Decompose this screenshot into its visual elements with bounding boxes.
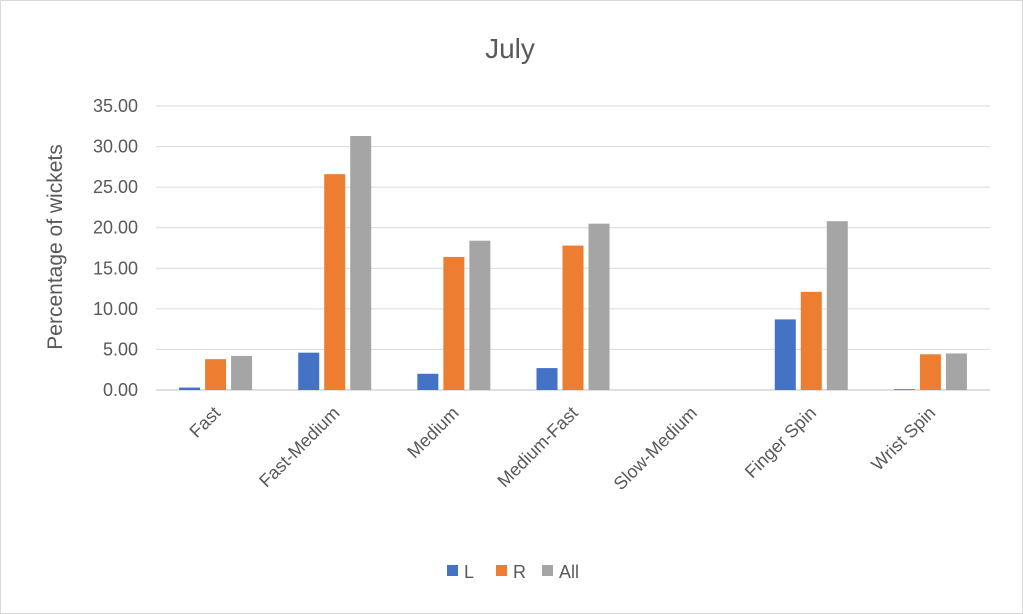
bar-all-medium xyxy=(469,240,491,390)
bar-l-fast xyxy=(179,387,201,390)
legend-item-r: R xyxy=(496,562,526,582)
bar-all-finger-spin xyxy=(826,221,848,390)
y-tick-label: 25.00 xyxy=(93,177,138,197)
legend-swatch xyxy=(496,565,507,576)
y-tick-label: 0.00 xyxy=(103,380,138,400)
legend: L R All xyxy=(447,562,579,582)
x-tick-label: Fast-Medium xyxy=(255,403,343,491)
x-tick-label: Wrist Spin xyxy=(867,403,939,475)
legend-label: L xyxy=(464,562,474,582)
y-tick-label: 20.00 xyxy=(93,218,138,238)
bar-l-wrist-spin xyxy=(893,389,915,390)
y-tick-label: 30.00 xyxy=(93,137,138,157)
y-tick-label: 15.00 xyxy=(93,258,138,278)
bar-l-medium-fast xyxy=(536,368,558,390)
bar-l-finger-spin xyxy=(774,319,796,390)
x-tick-label: Slow-Medium xyxy=(610,403,701,494)
x-tick-label: Finger Spin xyxy=(741,403,820,482)
x-tick-label: Medium-Fast xyxy=(493,403,581,491)
legend-swatch xyxy=(447,565,458,576)
y-tick-labels: 0.00 5.00 10.00 15.00 20.00 25.00 30.00 35.00 xyxy=(93,96,138,400)
legend-item-l: L xyxy=(447,562,474,582)
bar-r-fast-medium xyxy=(324,174,346,390)
x-tick-label: Medium xyxy=(403,403,462,462)
legend-item-all: All xyxy=(542,562,579,582)
bar-r-wrist-spin xyxy=(919,354,941,390)
y-axis-label: Percentage of wickets xyxy=(44,144,67,349)
y-tick-label: 5.00 xyxy=(103,339,138,359)
x-tick-labels: Fast Fast-Medium Medium Medium-Fast Slow-Med… xyxy=(185,403,939,494)
y-tick-label: 10.00 xyxy=(93,299,138,319)
x-tick-label: Fast xyxy=(185,403,224,442)
bar-r-medium xyxy=(443,256,465,390)
bar-all-fast-medium xyxy=(350,136,372,390)
bar-l-fast-medium xyxy=(298,352,320,390)
bar-all-fast xyxy=(231,355,253,390)
chart-title: July xyxy=(485,33,535,64)
gridlines xyxy=(156,105,990,391)
legend-label: R xyxy=(513,562,526,582)
bar-r-finger-spin xyxy=(800,291,822,390)
y-tick-label: 35.00 xyxy=(93,96,138,116)
bar-all-medium-fast xyxy=(588,223,610,390)
bars xyxy=(179,136,967,390)
bar-r-fast xyxy=(205,359,227,390)
legend-label: All xyxy=(559,562,579,582)
bar-all-wrist-spin xyxy=(945,353,967,390)
legend-swatch xyxy=(542,565,553,576)
bar-r-medium-fast xyxy=(562,245,584,390)
bar-l-medium xyxy=(417,373,439,390)
